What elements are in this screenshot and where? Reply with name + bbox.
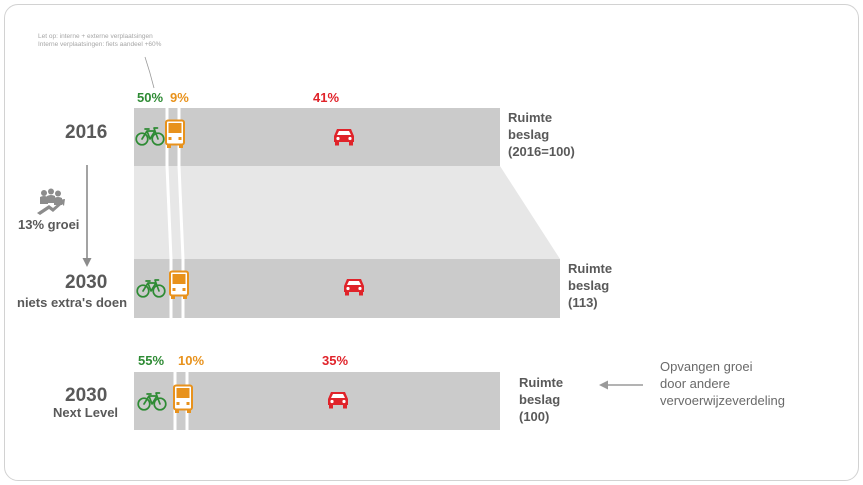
space-use-2030-base: Ruimte beslag (113) bbox=[568, 260, 612, 311]
people-growth-icon bbox=[35, 188, 67, 216]
scenario-next-subtitle: Next Level bbox=[53, 405, 119, 420]
space-label-index: (113) bbox=[568, 295, 598, 310]
note-line-2: Interne verplaatsingen: fiets aandeel +6… bbox=[38, 41, 162, 48]
bus-icon bbox=[172, 384, 194, 414]
note-line-1: Let op: interne + externe verplaatsingen bbox=[38, 33, 153, 40]
share-bus-2030-next: 10% bbox=[178, 353, 205, 368]
space-label-index: (100) bbox=[519, 409, 550, 424]
space-use-2016: Ruimte beslag (2016=100) bbox=[508, 109, 575, 160]
arrow-down-icon bbox=[82, 165, 92, 267]
year-2016-label: 2016 bbox=[65, 122, 108, 143]
scenario-base-subtitle: niets extra's doen bbox=[17, 295, 128, 310]
annotation-line-2: door andere bbox=[660, 376, 731, 391]
share-bike-2030-next: 55% bbox=[138, 353, 165, 368]
bar-2030-next-level bbox=[134, 372, 500, 430]
space-label-line-1: Ruimte bbox=[508, 110, 553, 125]
annotation-line-3: vervoerwijzeverdeling bbox=[660, 393, 785, 408]
bicycle-icon bbox=[136, 278, 166, 298]
bicycle-icon bbox=[135, 126, 165, 146]
bicycle-icon bbox=[137, 391, 167, 411]
year-2030-next-label: 2030 bbox=[65, 385, 108, 406]
space-label-index: (2016=100) bbox=[508, 144, 575, 159]
car-icon bbox=[326, 390, 350, 409]
car-icon bbox=[332, 127, 356, 146]
next-level-annotation: Opvangen groei door andere vervoerwijzev… bbox=[660, 358, 785, 409]
car-icon bbox=[342, 277, 366, 296]
share-car-2016: 41% bbox=[313, 90, 340, 105]
space-label-line-2: beslag bbox=[568, 278, 610, 293]
space-label-line-1: Ruimte bbox=[519, 375, 564, 390]
share-car-2030-next: 35% bbox=[322, 353, 349, 368]
space-use-2030-next: Ruimte beslag (100) bbox=[519, 374, 563, 425]
space-label-line-2: beslag bbox=[508, 127, 550, 142]
source-note: Let op: interne + externe verplaatsingen… bbox=[38, 33, 161, 49]
share-bike-2016: 50% bbox=[137, 90, 164, 105]
bar-2016 bbox=[134, 108, 500, 166]
arrow-left-icon bbox=[599, 380, 643, 390]
space-label-line-1: Ruimte bbox=[568, 261, 613, 276]
bus-icon bbox=[164, 119, 186, 149]
space-label-line-2: beslag bbox=[519, 392, 561, 407]
growth-expansion-area bbox=[134, 166, 560, 259]
share-bus-2016: 9% bbox=[170, 90, 189, 105]
note-pointer-line bbox=[144, 56, 155, 89]
bus-icon bbox=[168, 270, 190, 300]
slide-frame bbox=[4, 4, 859, 481]
growth-label: 13% groei bbox=[18, 217, 80, 232]
year-2030-base-label: 2030 bbox=[65, 272, 108, 293]
annotation-line-1: Opvangen groei bbox=[660, 359, 753, 374]
